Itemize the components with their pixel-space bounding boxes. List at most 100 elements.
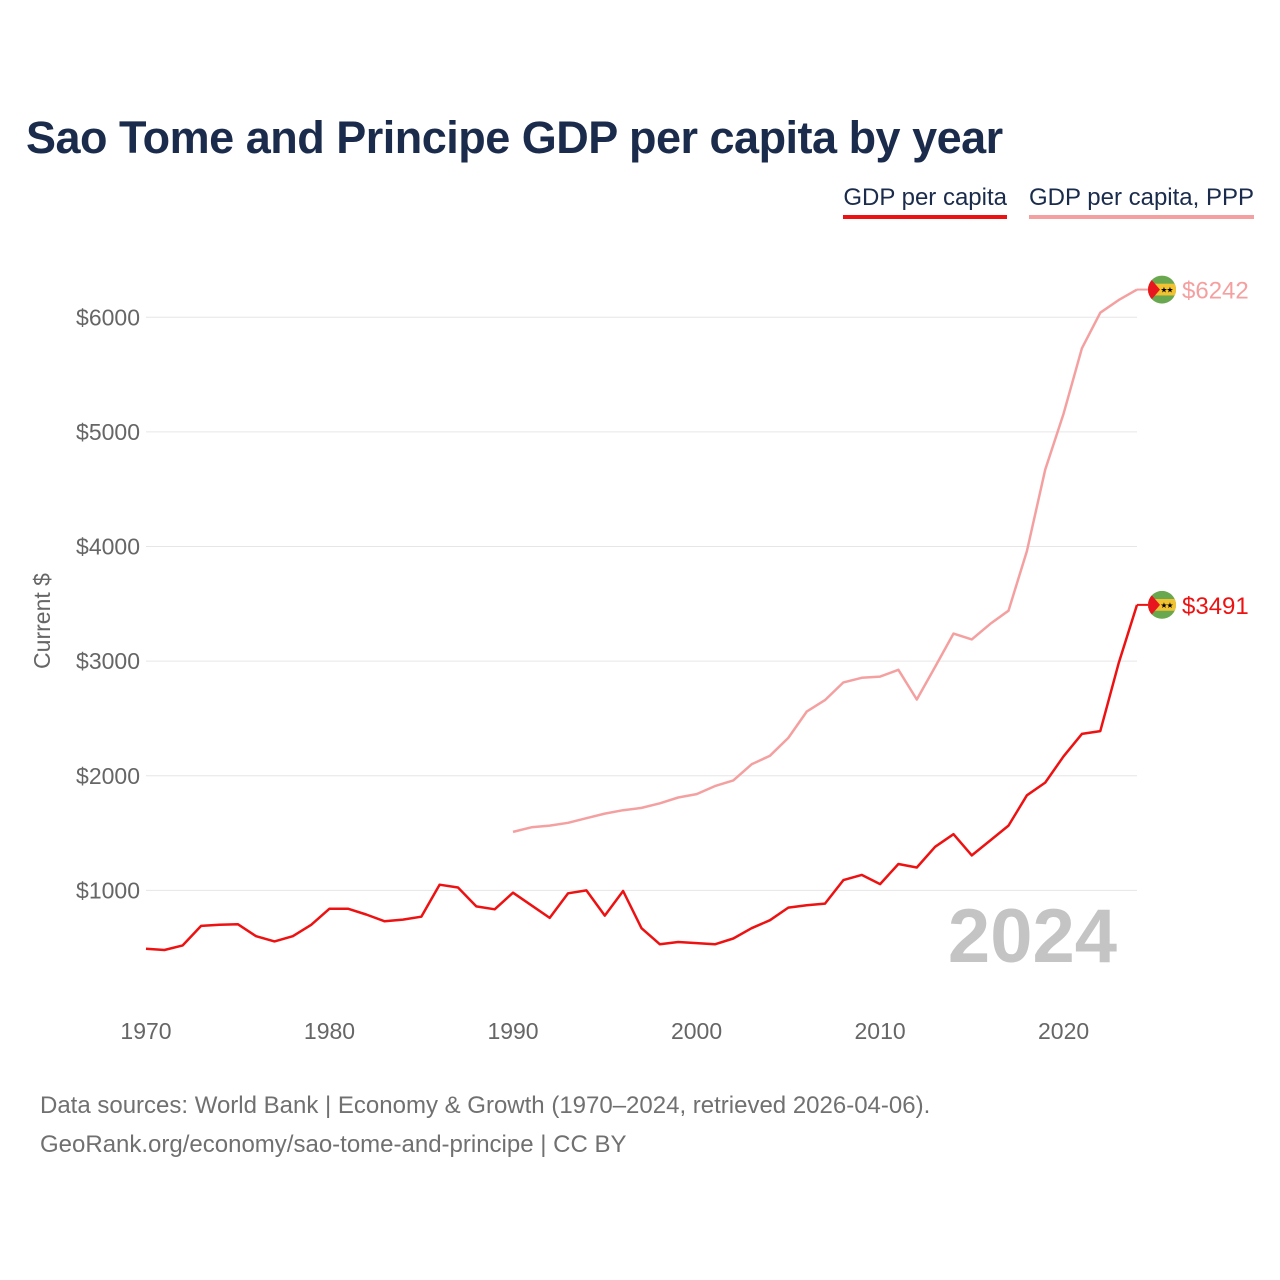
data-point[interactable] bbox=[143, 946, 149, 952]
data-point[interactable] bbox=[730, 936, 736, 942]
data-point[interactable] bbox=[657, 941, 663, 947]
data-point[interactable] bbox=[1116, 660, 1122, 666]
series-line-gdp-per-capita-ppp[interactable] bbox=[512, 288, 1138, 834]
data-point[interactable] bbox=[510, 829, 516, 835]
data-point[interactable] bbox=[602, 811, 608, 817]
data-point[interactable] bbox=[253, 933, 259, 939]
data-point[interactable] bbox=[1116, 297, 1122, 303]
data-point[interactable] bbox=[308, 922, 314, 928]
data-point[interactable] bbox=[345, 906, 351, 912]
data-point[interactable] bbox=[639, 805, 645, 811]
data-point[interactable] bbox=[914, 697, 920, 703]
data-point[interactable] bbox=[804, 709, 810, 715]
legend-item-gdp-per-capita[interactable]: GDP per capita bbox=[843, 184, 1007, 219]
data-point[interactable] bbox=[822, 901, 828, 907]
data-point[interactable] bbox=[602, 913, 608, 919]
data-point[interactable] bbox=[565, 820, 571, 826]
data-point[interactable] bbox=[565, 890, 571, 896]
data-point[interactable] bbox=[1024, 548, 1030, 554]
data-point[interactable] bbox=[528, 902, 534, 908]
data-point[interactable] bbox=[822, 697, 828, 703]
data-point[interactable] bbox=[749, 925, 755, 931]
data-point[interactable] bbox=[1042, 467, 1048, 473]
data-point[interactable] bbox=[547, 823, 553, 829]
data-point[interactable] bbox=[1006, 823, 1012, 829]
data-point[interactable] bbox=[694, 940, 700, 946]
data-point[interactable] bbox=[969, 852, 975, 858]
data-point[interactable] bbox=[987, 838, 993, 844]
data-point[interactable] bbox=[1079, 731, 1085, 737]
data-point[interactable] bbox=[877, 881, 883, 887]
data-point[interactable] bbox=[437, 882, 443, 888]
series-lines bbox=[143, 288, 1139, 953]
data-point[interactable] bbox=[216, 922, 222, 928]
end-value-label-gdp-per-capita: $3491 bbox=[1182, 593, 1249, 620]
y-tick-label: $2000 bbox=[76, 763, 140, 789]
data-point[interactable] bbox=[767, 917, 773, 923]
data-point[interactable] bbox=[712, 941, 718, 947]
data-point[interactable] bbox=[840, 679, 846, 685]
data-point[interactable] bbox=[657, 800, 663, 806]
data-point[interactable] bbox=[730, 777, 736, 783]
data-point[interactable] bbox=[804, 902, 810, 908]
data-point[interactable] bbox=[932, 664, 938, 670]
data-point[interactable] bbox=[1061, 753, 1067, 759]
data-point[interactable] bbox=[382, 918, 388, 924]
data-point[interactable] bbox=[785, 735, 791, 741]
data-point[interactable] bbox=[859, 872, 865, 878]
data-point[interactable] bbox=[363, 911, 369, 917]
data-point[interactable] bbox=[1061, 411, 1067, 417]
data-point[interactable] bbox=[492, 906, 498, 912]
data-point[interactable] bbox=[895, 667, 901, 673]
data-point[interactable] bbox=[840, 877, 846, 883]
data-point[interactable] bbox=[418, 914, 424, 920]
data-point[interactable] bbox=[161, 947, 167, 953]
data-point[interactable] bbox=[1024, 792, 1030, 798]
data-point[interactable] bbox=[327, 906, 333, 912]
data-point[interactable] bbox=[895, 861, 901, 867]
data-point[interactable] bbox=[675, 939, 681, 945]
data-point[interactable] bbox=[620, 807, 626, 813]
source-line-2[interactable]: GeoRank.org/economy/sao-tome-and-princip… bbox=[40, 1131, 627, 1158]
data-point[interactable] bbox=[950, 831, 956, 837]
data-point[interactable] bbox=[547, 915, 553, 921]
data-point[interactable] bbox=[180, 942, 186, 948]
data-point[interactable] bbox=[400, 917, 406, 923]
data-point[interactable] bbox=[694, 791, 700, 797]
data-point[interactable] bbox=[987, 621, 993, 627]
data-point[interactable] bbox=[950, 631, 956, 637]
data-point[interactable] bbox=[1042, 780, 1048, 786]
data-point[interactable] bbox=[1006, 608, 1012, 614]
data-point[interactable] bbox=[877, 674, 883, 680]
data-point[interactable] bbox=[290, 933, 296, 939]
data-point[interactable] bbox=[785, 905, 791, 911]
series-line-gdp-per-capita[interactable] bbox=[145, 604, 1139, 952]
data-point[interactable] bbox=[1097, 310, 1103, 316]
data-point[interactable] bbox=[510, 890, 516, 896]
data-point[interactable] bbox=[969, 636, 975, 642]
data-point[interactable] bbox=[767, 753, 773, 759]
data-point[interactable] bbox=[473, 903, 479, 909]
data-point[interactable] bbox=[583, 887, 589, 893]
data-point[interactable] bbox=[712, 783, 718, 789]
data-point[interactable] bbox=[198, 923, 204, 929]
data-point[interactable] bbox=[914, 864, 920, 870]
x-tick-label: 1980 bbox=[304, 1018, 355, 1044]
data-point[interactable] bbox=[583, 815, 589, 821]
data-point[interactable] bbox=[235, 921, 241, 927]
data-point[interactable] bbox=[1097, 728, 1103, 734]
data-point[interactable] bbox=[749, 761, 755, 767]
data-point[interactable] bbox=[620, 888, 626, 894]
data-point[interactable] bbox=[455, 885, 461, 891]
data-point[interactable] bbox=[639, 925, 645, 931]
data-point[interactable] bbox=[675, 795, 681, 801]
y-axis-title: Current $ bbox=[29, 573, 55, 669]
y-tick-label: $1000 bbox=[76, 877, 140, 903]
x-tick-label: 1970 bbox=[120, 1018, 171, 1044]
data-point[interactable] bbox=[271, 938, 277, 944]
data-point[interactable] bbox=[1079, 345, 1085, 351]
data-point[interactable] bbox=[859, 675, 865, 681]
data-point[interactable] bbox=[528, 824, 534, 830]
data-point[interactable] bbox=[932, 844, 938, 850]
legend-item-gdp-per-capita-ppp[interactable]: GDP per capita, PPP bbox=[1029, 184, 1254, 219]
